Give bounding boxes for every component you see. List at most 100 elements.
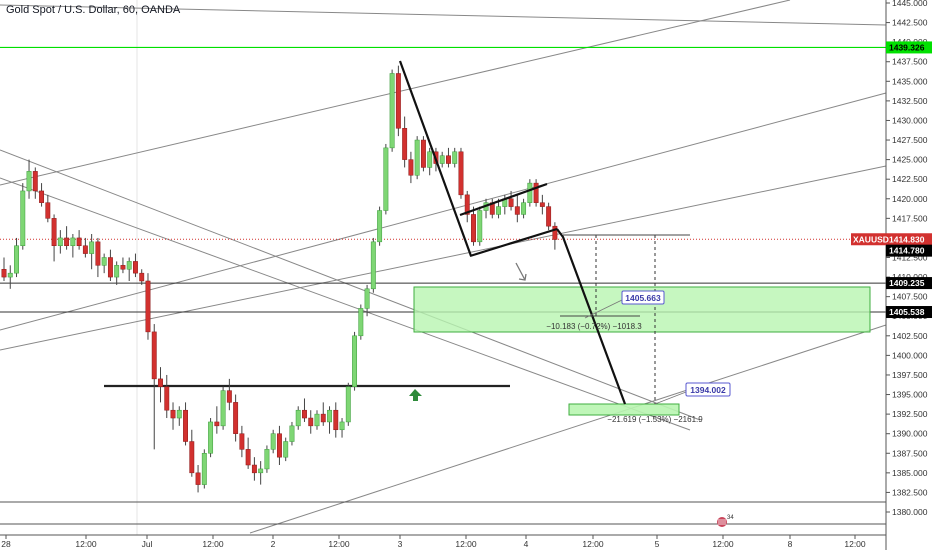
candle-body [364, 288, 370, 309]
candle-body [289, 425, 295, 442]
price-tick-label: 1385.000 [892, 468, 928, 478]
candle-body [195, 472, 201, 485]
candle-body [233, 402, 239, 434]
candle-body [158, 378, 163, 387]
price-tag [886, 41, 932, 54]
price-tick-label: 1402.500 [892, 331, 928, 341]
trendline-upper-channel [0, 0, 791, 186]
candle-body [345, 386, 351, 423]
callout-1405: 1405.663 [584, 290, 665, 319]
time-tick-label: 12:00 [202, 539, 224, 549]
candle-body [139, 272, 145, 282]
price-tick-label: 1427.500 [892, 135, 928, 145]
price-tag-label: 1414.780 [889, 246, 925, 256]
price-tick-label: 1392.500 [892, 409, 928, 419]
candle-body [120, 265, 126, 270]
flag-pattern-drawing[interactable] [398, 60, 627, 405]
candle-body [452, 151, 458, 164]
measure-text-2: −21.619 (−1.53%) −2161.9 [607, 415, 703, 424]
candle-body [107, 257, 113, 278]
candle-body [358, 308, 364, 337]
callout-1394: 1394.002 [654, 382, 731, 405]
candle-body [295, 409, 301, 427]
candle-body [508, 198, 514, 207]
candle-body [314, 413, 320, 427]
candle-body [20, 190, 26, 247]
time-tick-label: 2 [271, 539, 276, 549]
candle-body [64, 237, 70, 247]
candle-body [514, 206, 520, 215]
price-tag-label: 1439.326 [889, 42, 925, 52]
candle-body [126, 261, 132, 270]
chart-title: Gold Spot / U.S. Dollar, 60, OANDA [6, 4, 181, 16]
price-tick-label: 1395.000 [892, 390, 928, 400]
candle-body [446, 155, 451, 164]
price-tick-label: 1412.500 [892, 253, 928, 263]
measure-text-1: −10.183 (−0.72%) −1018.3 [546, 322, 642, 331]
candle-body [339, 421, 345, 431]
candle-body [245, 449, 251, 466]
measurement-lines [595, 235, 656, 404]
trendline-descending-1 [0, 149, 701, 421]
candle-body [1, 268, 7, 278]
candle-body [420, 139, 426, 168]
candle-body [377, 210, 383, 243]
candle-body [82, 245, 88, 254]
candle-body [471, 214, 476, 243]
price-tick-label: 1397.500 [892, 370, 928, 380]
symbol-tag [851, 233, 886, 246]
time-tick-label: Jul [142, 539, 153, 549]
candle-body [214, 421, 220, 427]
callout-text-2: 1394.002 [690, 385, 726, 395]
price-tag [886, 306, 932, 319]
candle-body [308, 417, 314, 427]
down-arrow-grey [515, 262, 527, 281]
candle-body [7, 272, 13, 278]
price-tick-label: 1382.500 [892, 487, 928, 497]
candle-body [458, 151, 464, 196]
trendline-top-descending [0, 4, 887, 26]
price-tag-label: 1405.538 [889, 307, 925, 317]
candle-body [521, 202, 527, 215]
candle-body [258, 468, 264, 474]
price-tick-label: 1420.000 [892, 194, 928, 204]
candle-body [464, 194, 470, 215]
candle-body [414, 139, 420, 176]
price-tag-label: 1414.830 [889, 234, 925, 244]
candle-body [527, 182, 533, 203]
candle-body [383, 147, 389, 211]
price-tick-label: 1407.500 [892, 292, 928, 302]
candle-body [408, 159, 414, 176]
candle-body [101, 257, 107, 266]
price-tag [886, 244, 932, 257]
candle-body [327, 409, 332, 423]
candle-body [389, 73, 395, 149]
time-axis[interactable]: 28 12:00 Jul 12:00 2 12:00 3 12:00 4 12:00 5 12:00 8… [1, 535, 866, 549]
time-tick-label: 12:00 [455, 539, 477, 549]
candle-body [176, 409, 182, 419]
candle-body [39, 190, 45, 203]
flag-icon[interactable]: 34 [717, 515, 734, 527]
candle-body [51, 218, 57, 247]
price-tick-label: 1425.000 [892, 155, 928, 165]
candle-body [552, 225, 558, 240]
price-tick-label: 1432.500 [892, 96, 928, 106]
candle-body [114, 265, 120, 278]
callout-text-1: 1405.663 [625, 293, 661, 303]
candle-body [220, 390, 226, 427]
candle-body [45, 202, 51, 219]
candle-body [370, 241, 376, 290]
target-zone-2[interactable] [568, 403, 680, 416]
time-tick-label: 4 [524, 539, 529, 549]
candle-body [189, 441, 195, 474]
price-tick-label: 1387.500 [892, 448, 928, 458]
flag-lower-line [469, 227, 558, 258]
price-tags-group: 1439.3261414.830XAUUSD45:311414.7801409.… [851, 41, 932, 319]
flag-upper-line [459, 182, 548, 217]
candle-body [145, 280, 151, 333]
candle-body [427, 151, 433, 168]
candle-body [333, 409, 339, 431]
projection-line [556, 228, 627, 405]
